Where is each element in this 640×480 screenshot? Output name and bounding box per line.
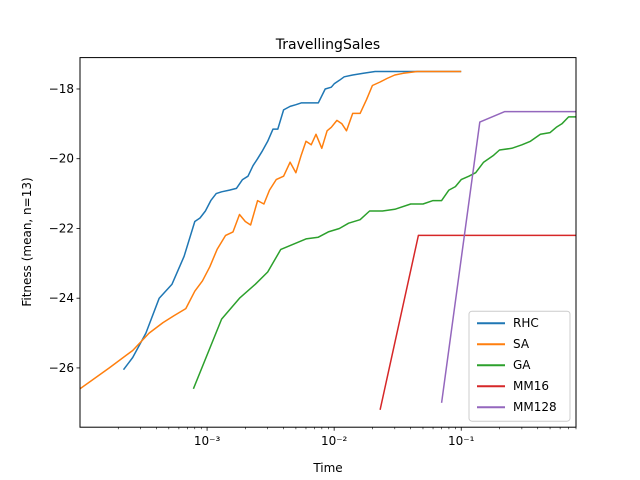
series-line-sa [80, 70, 462, 390]
y-tick-label: −20 [49, 152, 74, 166]
y-tick-label: −22 [49, 221, 74, 235]
x-tick-label: 10⁻³ [194, 434, 221, 448]
legend-label-mm128: MM128 [513, 400, 557, 414]
series-line-ga [192, 116, 576, 390]
plot-frame [79, 57, 577, 428]
y-tick-label: −18 [49, 82, 74, 96]
chart-title: TravellingSales [275, 37, 380, 53]
y-axis-label: Fitness (mean, n=13) [20, 177, 34, 306]
y-tick-label: −24 [49, 291, 74, 305]
legend: RHC SA GA MM16 MM128 [468, 310, 571, 422]
legend-box [468, 310, 571, 422]
series-layer [80, 70, 576, 410]
series-line-mm16 [379, 234, 576, 410]
legend-label-rhc: RHC [513, 316, 539, 330]
legend-label-sa: SA [513, 337, 530, 351]
legend-label-mm16: MM16 [513, 379, 549, 393]
y-tick-label: −26 [49, 361, 74, 375]
y-axis: −26 −24 −22 −20 −18 [49, 82, 80, 375]
series-line-rhc [122, 70, 462, 371]
x-axis-label: Time [312, 461, 342, 475]
series-line-mm128 [440, 110, 576, 403]
x-tick-label: 10⁻² [321, 434, 348, 448]
x-axis: 10⁻³ 10⁻² 10⁻¹ [117, 427, 577, 448]
legend-label-ga: GA [513, 358, 531, 372]
x-tick-label: 10⁻¹ [448, 434, 475, 448]
